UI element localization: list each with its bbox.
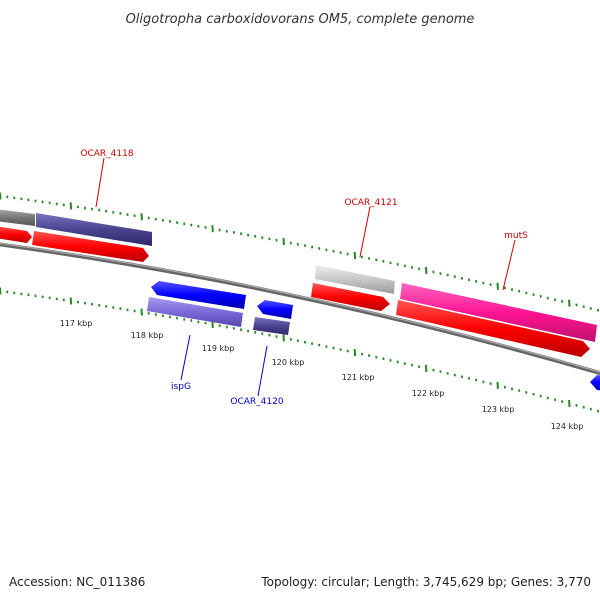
leader-line-ocar-4118 [95, 157, 105, 208]
gene-label-muts: mutS [504, 231, 528, 241]
scale-label-123: 123 kbp [482, 405, 515, 414]
gene-label-ocar-4118: OCAR_4118 [80, 149, 133, 159]
genome-backbone-highlight [0, 242, 600, 373]
gene-cds-blue-right-edge[interactable] [590, 375, 600, 391]
genome-backbone [0, 242, 600, 376]
gene-feature-ocar-4118-block[interactable] [36, 213, 152, 246]
gene-cds-ocar-4121[interactable] [311, 283, 390, 311]
accession-text: Accession: NC_011386 [9, 575, 145, 589]
scale-label-122: 122 kbp [412, 389, 445, 398]
gene-feature-ocar-4120-block[interactable] [253, 317, 290, 335]
scale-label-119: 119 kbp [202, 344, 235, 353]
scale-label-120: 120 kbp [272, 358, 305, 367]
gene-label-ocar-4121: OCAR_4121 [344, 198, 397, 208]
gene-feature-muts-block[interactable] [400, 283, 597, 342]
outer-tick-ring [0, 192, 600, 312]
map-title: Oligotropha carboxidovorans OM5, complet… [126, 12, 475, 27]
gene-label-ocar-4120: OCAR_4120 [230, 397, 283, 407]
gene-cds-ocar-4120[interactable] [257, 300, 293, 319]
leader-line-ispg [180, 334, 191, 381]
gene-cds-muts[interactable] [396, 300, 590, 357]
leader-line-ocar-4121 [359, 206, 371, 258]
gene-label-ispg: ispG [171, 382, 191, 392]
gene-feature-ocar-4121-block[interactable] [315, 265, 395, 294]
gene-cds-ispg[interactable] [151, 281, 246, 309]
scale-label-121: 121 kbp [342, 373, 375, 382]
scale-label-117: 117 kbp [60, 319, 93, 328]
inner-tick-ring [0, 287, 600, 413]
gene-feature-ispg-block[interactable] [147, 297, 243, 327]
gene-feature-gray[interactable] [0, 209, 35, 226]
genome-summary-text: Topology: circular; Length: 3,745,629 bp… [260, 575, 591, 589]
leader-line-ocar-4120 [257, 345, 268, 397]
scale-label-118: 118 kbp [131, 331, 164, 340]
gene-cds-red-left[interactable] [0, 226, 32, 243]
leader-line-muts [502, 239, 516, 291]
gene-cds-ocar-4118[interactable] [32, 231, 149, 262]
scale-label-124: 124 kbp [551, 422, 584, 431]
